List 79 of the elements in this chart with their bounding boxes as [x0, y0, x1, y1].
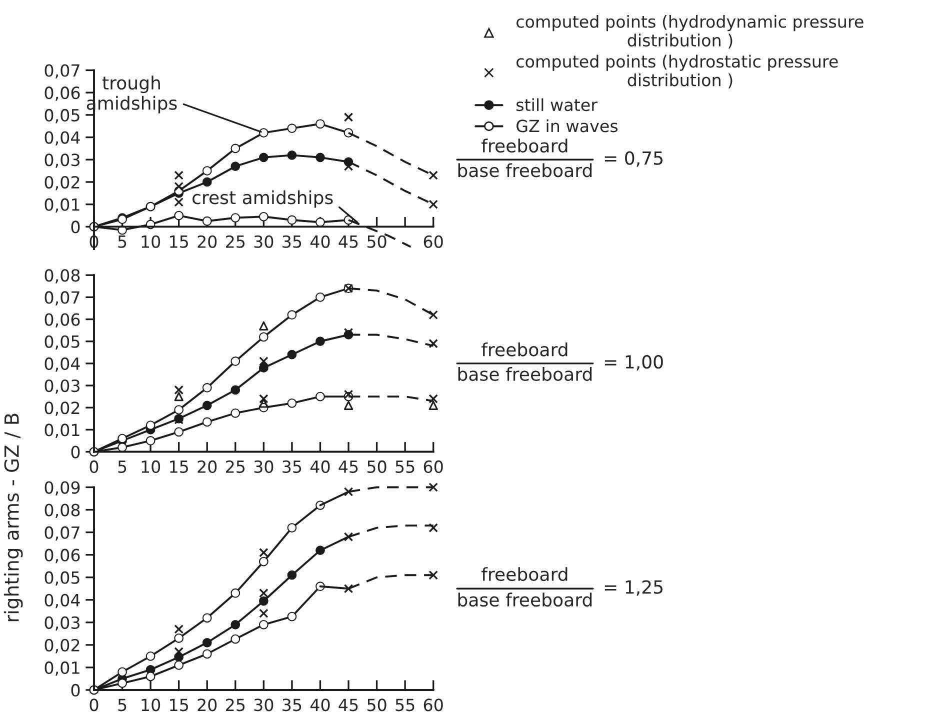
x-tick-label: 25 — [226, 460, 245, 474]
x-tick-label: 30 — [254, 460, 274, 474]
x-tick-label: 50 — [367, 698, 386, 712]
y-tick-label: 0,02 — [44, 176, 80, 190]
x-tick-label: 0 — [90, 460, 98, 474]
x-tick-label: 40 — [310, 460, 330, 474]
x-tick-label: 15 — [170, 698, 188, 712]
y-tick-label: 0,01 — [44, 661, 80, 676]
x-tick-label: 60 — [424, 235, 443, 248]
x-tick-label: 25 — [226, 235, 245, 248]
x-tick-label: 55 — [396, 698, 414, 712]
y-tick-label: 0 — [71, 220, 80, 234]
text: base freeboard — [458, 366, 592, 381]
y-tick-label: 0,08 — [44, 504, 80, 518]
x-tick-label: 30 — [254, 698, 274, 712]
x-tick-label: 50 — [367, 460, 386, 474]
y-tick-label: 0,03 — [44, 154, 80, 168]
x-tick-label: 15 — [170, 460, 188, 474]
x-tick-label: 0 — [90, 698, 98, 712]
x-tick-label: 25 — [226, 698, 245, 712]
x-tick-label: 5 — [118, 460, 126, 474]
x-tick-label: 35 — [282, 235, 302, 248]
x-tick-label: 5 — [118, 698, 126, 712]
y-tick-label: 0,05 — [44, 571, 80, 586]
text: base freeboard — [458, 592, 592, 607]
legend-label: still water — [516, 98, 598, 112]
x-tick-label: 15 — [170, 236, 188, 248]
y-axis-title: righting arms - GZ / B — [4, 414, 23, 622]
x-tick-label: 45 — [338, 460, 358, 474]
x-tick-label: 45 — [338, 698, 358, 712]
text: = 0,75 — [604, 151, 663, 167]
text: freeboard — [482, 567, 568, 582]
x-tick-label: 30 — [254, 235, 274, 248]
legend-label: computed points (hydrostatic pressure distribution ) — [516, 54, 838, 88]
x-tick-label: 60 — [424, 698, 443, 712]
x-tick-label: 35 — [282, 698, 302, 712]
y-tick-label: 0,05 — [44, 108, 80, 124]
x-tick-label: 50 — [367, 235, 386, 248]
text: freeboard — [482, 138, 568, 153]
y-tick-label: 0,07 — [44, 526, 80, 541]
y-tick-label: 0,05 — [44, 335, 80, 350]
y-tick-label: 0,07 — [44, 64, 80, 78]
y-tick-label: 0,02 — [44, 638, 80, 654]
x-tick-label: 20 — [198, 698, 217, 712]
y-tick-label: 0,04 — [44, 594, 80, 608]
annotation: crest amidships — [192, 190, 333, 208]
x-tick-label: 40 — [310, 698, 330, 712]
y-tick-label: 0 — [71, 684, 80, 697]
text: freeboard — [482, 342, 568, 356]
x-tick-label: 5 — [118, 236, 126, 248]
y-tick-label: 0,08 — [44, 269, 80, 284]
y-tick-label: 0,06 — [44, 86, 80, 101]
text: = 1,25 — [604, 580, 663, 596]
x-tick-label: 45 — [338, 236, 358, 248]
x-tick-label: 20 — [198, 460, 217, 474]
y-tick-label: 0,04 — [44, 131, 80, 146]
y-tick-label: 0,03 — [44, 616, 80, 631]
y-tick-label: 0,09 — [44, 481, 80, 496]
y-tick-label: 0,03 — [44, 379, 80, 394]
y-tick-label: 0,01 — [44, 424, 80, 438]
text: base freeboard — [458, 163, 592, 178]
y-tick-label: 0,07 — [44, 291, 80, 306]
x-tick-label: 40 — [310, 235, 330, 248]
x-tick-label: 10 — [142, 698, 160, 712]
legend-label: computed points (hydrodynamic pressure distribution ) — [516, 15, 864, 49]
y-tick-label: 0,06 — [44, 313, 80, 328]
y-tick-label: 0,06 — [44, 548, 80, 564]
x-tick-label: 20 — [198, 235, 217, 248]
x-tick-label: 10 — [142, 235, 160, 248]
y-tick-label: 0,04 — [44, 357, 80, 372]
y-tick-label: 0,01 — [44, 198, 80, 213]
text: = 1,00 — [604, 355, 663, 371]
y-tick-label: 0 — [71, 446, 80, 458]
legend-label: GZ in waves — [516, 119, 618, 132]
x-tick-label: 60 — [424, 460, 443, 474]
x-tick-label: 55 — [396, 460, 414, 474]
x-tick-label: 10 — [142, 460, 160, 474]
x-tick-label: 35 — [282, 460, 302, 474]
y-tick-label: 0,02 — [44, 402, 80, 416]
